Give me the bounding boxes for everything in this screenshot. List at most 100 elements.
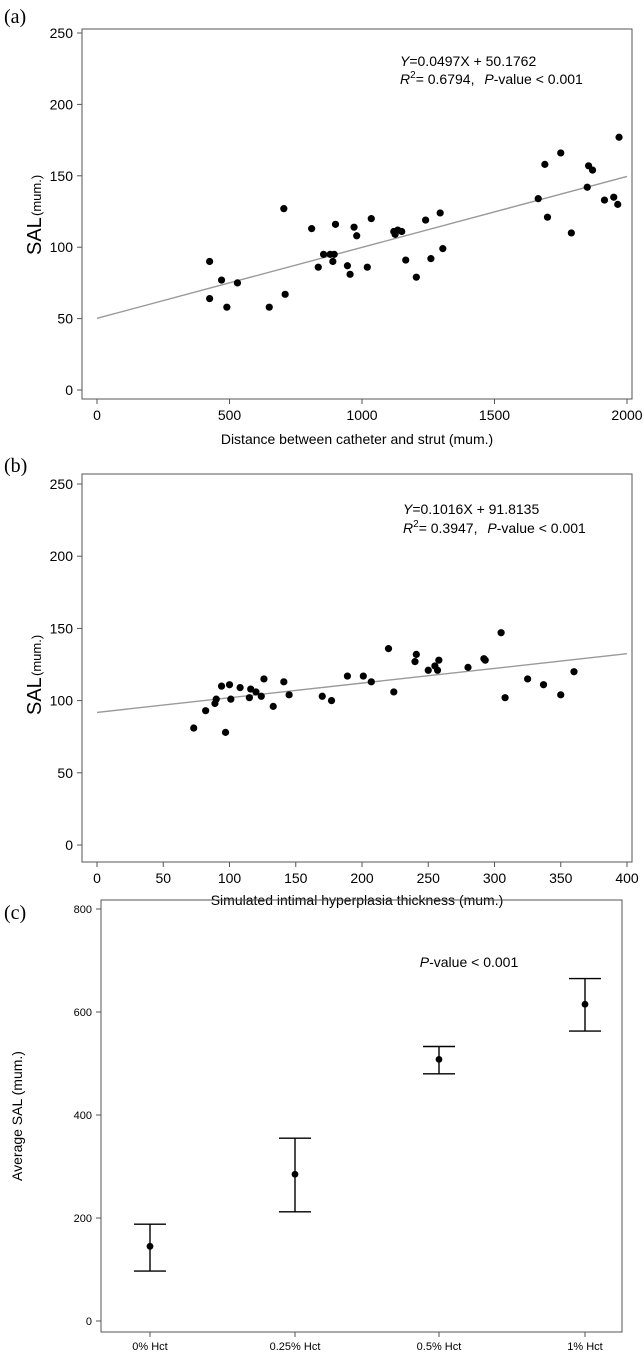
x-tick-label: 2000 bbox=[611, 407, 642, 423]
data-point bbox=[439, 245, 447, 253]
r-squared-p-value: R2= 0.6794, P-value < 0.001 bbox=[400, 70, 583, 87]
x-tick-label: 1% Hct bbox=[567, 1341, 602, 1353]
y-tick-label: 100 bbox=[50, 239, 74, 255]
x-tick-label: 50 bbox=[155, 870, 171, 886]
regression-equation: Y=0.1016X + 91.8135 bbox=[403, 501, 539, 517]
data-point bbox=[257, 692, 265, 700]
data-point bbox=[285, 691, 293, 699]
y-tick-label: 150 bbox=[50, 168, 74, 184]
data-point bbox=[308, 225, 316, 233]
data-point bbox=[600, 196, 609, 204]
p-value: -value < 0.001 bbox=[497, 520, 586, 536]
y-tick-label: 250 bbox=[50, 25, 74, 41]
x-tick-label: 250 bbox=[417, 870, 441, 886]
p-variable: P bbox=[487, 520, 497, 536]
y-tick-label: 50 bbox=[57, 311, 73, 327]
data-point bbox=[260, 675, 268, 683]
r-superscript: 2 bbox=[413, 519, 419, 530]
data-point bbox=[245, 694, 253, 702]
data-point bbox=[206, 257, 214, 266]
x-axis: 0% Hct 0.25% Hct 0.5% Hct 1% Hct bbox=[132, 1332, 603, 1353]
error-bars bbox=[134, 977, 601, 1272]
p-value-annotation: P-value < 0.001 bbox=[420, 954, 519, 970]
x-tick-label: 0 bbox=[93, 870, 101, 886]
data-point bbox=[570, 668, 578, 676]
data-points bbox=[190, 629, 578, 736]
data-point bbox=[330, 250, 338, 258]
y-axis-label: SAL bbox=[24, 217, 46, 255]
data-point bbox=[327, 697, 336, 705]
data-point bbox=[615, 133, 623, 141]
data-point bbox=[281, 290, 289, 298]
data-point bbox=[541, 160, 549, 168]
r-squared-p-value: R2= 0.3947, P-value < 0.001 bbox=[403, 519, 586, 536]
data-points bbox=[206, 133, 623, 311]
data-point bbox=[534, 195, 542, 203]
data-point bbox=[557, 691, 565, 699]
data-point bbox=[314, 263, 322, 271]
data-point bbox=[319, 250, 328, 258]
data-point bbox=[398, 227, 406, 236]
data-point bbox=[367, 215, 375, 223]
data-point bbox=[346, 270, 354, 278]
equation-variable: Y bbox=[403, 501, 414, 517]
equation-variable: Y bbox=[400, 53, 411, 69]
data-point bbox=[384, 645, 393, 653]
data-point bbox=[353, 232, 361, 240]
y-tick-label: 0 bbox=[65, 382, 73, 398]
data-point bbox=[318, 692, 326, 700]
x-tick-label: 1500 bbox=[479, 407, 510, 423]
r-variable: R bbox=[403, 520, 413, 536]
regression-line bbox=[96, 175, 628, 320]
y-tick-label: 600 bbox=[74, 1007, 92, 1019]
y-axis-unit: (mum.) bbox=[29, 635, 44, 676]
y-axis: 0 50 100 150 200 250 bbox=[50, 476, 82, 853]
mean-point bbox=[435, 1055, 443, 1063]
equation-rest: =0.1016X + 91.8135 bbox=[412, 501, 539, 517]
y-tick-label: 50 bbox=[57, 765, 73, 781]
data-point bbox=[363, 263, 371, 271]
data-point bbox=[280, 678, 288, 686]
data-point bbox=[390, 688, 398, 696]
data-point bbox=[436, 209, 444, 217]
data-point bbox=[424, 666, 432, 674]
data-point bbox=[329, 257, 337, 266]
regression-line bbox=[96, 653, 628, 714]
data-point bbox=[202, 707, 210, 715]
data-point bbox=[265, 303, 273, 311]
y-tick-label: 0 bbox=[65, 837, 73, 853]
data-point bbox=[402, 256, 410, 264]
x-tick-label: 0.25% Hct bbox=[270, 1341, 321, 1353]
data-point bbox=[225, 681, 234, 689]
data-point bbox=[427, 255, 435, 263]
data-point bbox=[280, 205, 288, 213]
panel-letter-c: (c) bbox=[4, 902, 27, 924]
p-variable: P bbox=[420, 954, 430, 970]
mean-point bbox=[581, 1000, 589, 1008]
data-point bbox=[501, 694, 509, 702]
data-point bbox=[583, 183, 591, 191]
panel-letter-a: (a) bbox=[4, 6, 27, 28]
x-tick-label: 400 bbox=[615, 870, 639, 886]
data-point bbox=[557, 149, 565, 157]
data-point bbox=[464, 663, 472, 671]
data-point bbox=[610, 193, 618, 201]
x-tick-label: 300 bbox=[483, 870, 507, 886]
data-point bbox=[190, 724, 198, 732]
data-point bbox=[223, 303, 231, 311]
r-variable: R bbox=[400, 71, 410, 87]
x-tick-label: 350 bbox=[549, 870, 573, 886]
data-point bbox=[543, 213, 552, 221]
equation-rest: =0.0497X + 50.1762 bbox=[409, 53, 536, 69]
mean-point bbox=[291, 1170, 299, 1178]
data-point bbox=[567, 229, 575, 237]
plot-frame bbox=[81, 473, 633, 863]
data-point bbox=[614, 200, 622, 208]
panel-letter-b: (b) bbox=[4, 455, 28, 477]
data-point bbox=[359, 672, 367, 680]
y-axis-label: SAL bbox=[24, 677, 46, 715]
chart-a: 0 50 100 150 200 250 0 500 1000 1500 2000 SAL (mu… bbox=[24, 25, 643, 447]
p-variable: P bbox=[484, 71, 494, 87]
y-tick-label: 400 bbox=[74, 1110, 92, 1122]
y-tick-label: 800 bbox=[74, 904, 92, 916]
